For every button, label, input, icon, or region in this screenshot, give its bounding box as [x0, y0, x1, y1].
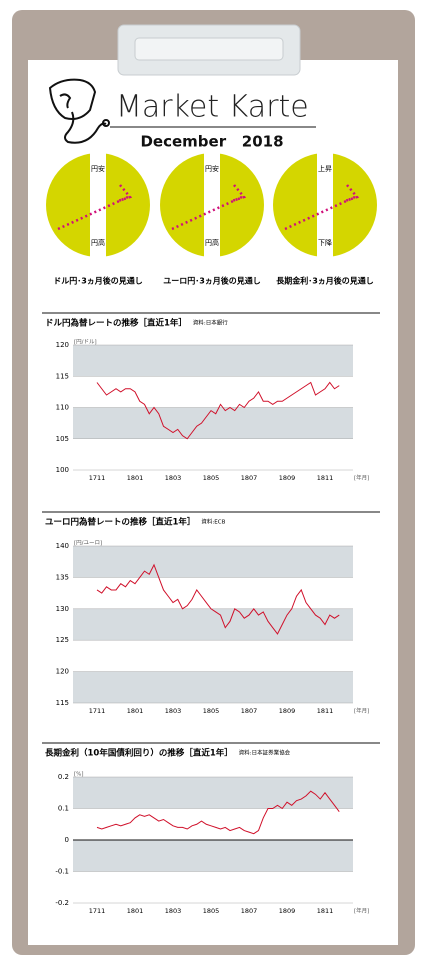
band [73, 840, 353, 872]
x-tick-label: 1811 [317, 474, 334, 482]
y-tick-label: 125 [56, 636, 69, 644]
x-tick-label: 1803 [165, 707, 182, 715]
x-tick-label: 1801 [127, 707, 144, 715]
y-tick-label: 115 [56, 699, 69, 707]
y-tick-label: 140 [56, 542, 69, 550]
outlook-arrow [57, 184, 133, 231]
x-tick-label: 1809 [279, 907, 296, 915]
x-unit: [年月] [354, 707, 369, 715]
chart-source: 資料:日本銀行 [193, 319, 228, 327]
x-tick-label: 1803 [165, 907, 182, 915]
outlook-bar [90, 153, 106, 257]
band [73, 777, 353, 809]
x-unit: [年月] [354, 474, 369, 482]
x-tick-label: 1809 [279, 707, 296, 715]
date: December 2018 [140, 133, 283, 151]
x-tick-label: 1805 [203, 707, 220, 715]
x-tick-label: 1805 [203, 474, 220, 482]
chart-title: ドル円為替レートの推移［直近1年］ [45, 318, 187, 329]
band [73, 671, 353, 703]
outlook-caption: ユーロ円･3ヵ月後の見通し [163, 276, 261, 286]
x-tick-label: 1711 [89, 474, 106, 482]
y-tick-label: 0.2 [58, 773, 69, 781]
outlook-arrow [284, 184, 360, 231]
line [96, 563, 340, 635]
outlook-arrow [171, 184, 247, 231]
outlook-top: 上昇 [318, 164, 332, 173]
band [73, 407, 353, 439]
x-tick-label: 1809 [279, 474, 296, 482]
x-tick-label: 1807 [241, 907, 258, 915]
outlook-caption: 長期金利･3ヵ月後の見通し [276, 276, 374, 286]
y-tick-label: 130 [56, 605, 69, 613]
band [73, 546, 353, 578]
chart-title: ユーロ円為替レートの推移［直近1年］ [45, 517, 195, 528]
y-tick-label: -0.2 [55, 899, 69, 907]
band [73, 345, 353, 377]
x-tick-label: 1811 [317, 707, 334, 715]
x-tick-label: 1807 [241, 707, 258, 715]
chart-source: 資料:日本証券業協会 [239, 749, 291, 757]
y-unit: [%] [74, 772, 84, 778]
outlook-bottom: 下降 [318, 238, 332, 247]
outlook-top: 円安 [205, 164, 219, 173]
x-tick-label: 1805 [203, 907, 220, 915]
y-tick-label: 120 [56, 668, 69, 676]
outlook-bottom: 円高 [205, 238, 219, 247]
y-tick-label: 100 [56, 466, 69, 474]
y-tick-label: 120 [56, 341, 69, 349]
x-tick-label: 1807 [241, 474, 258, 482]
outlook-top: 円安 [91, 164, 105, 173]
chart-source: 資料:ECB [201, 518, 225, 526]
clip-inner [134, 37, 284, 61]
outlook-bottom: 円高 [91, 238, 105, 247]
logo [48, 78, 110, 144]
x-tick-label: 1711 [89, 707, 106, 715]
y-tick-label: 0 [65, 836, 69, 844]
y-unit: [円/ユーロ] [74, 540, 102, 547]
outlook-bar [204, 153, 220, 257]
y-tick-label: -0.1 [55, 868, 69, 876]
line [96, 790, 340, 835]
line [96, 381, 340, 440]
x-unit: [年月] [354, 907, 369, 915]
outlook-caption: ドル円･3ヵ月後の見通し [53, 276, 143, 286]
outlook-bar [317, 153, 333, 257]
y-tick-label: 0.1 [58, 805, 69, 813]
chart-title: 長期金利（10年国債利回り）の推移［直近1年］ [45, 748, 233, 759]
y-tick-label: 110 [56, 404, 69, 412]
title: Market Karte [116, 90, 309, 125]
x-tick-label: 1801 [127, 474, 144, 482]
y-tick-label: 115 [56, 372, 69, 380]
y-tick-label: 105 [56, 435, 69, 443]
x-tick-label: 1801 [127, 907, 144, 915]
y-tick-label: 135 [56, 573, 69, 581]
x-tick-label: 1711 [89, 907, 106, 915]
x-tick-label: 1803 [165, 474, 182, 482]
x-tick-label: 1811 [317, 907, 334, 915]
band [73, 608, 353, 641]
y-unit: [円/ドル] [74, 339, 97, 346]
